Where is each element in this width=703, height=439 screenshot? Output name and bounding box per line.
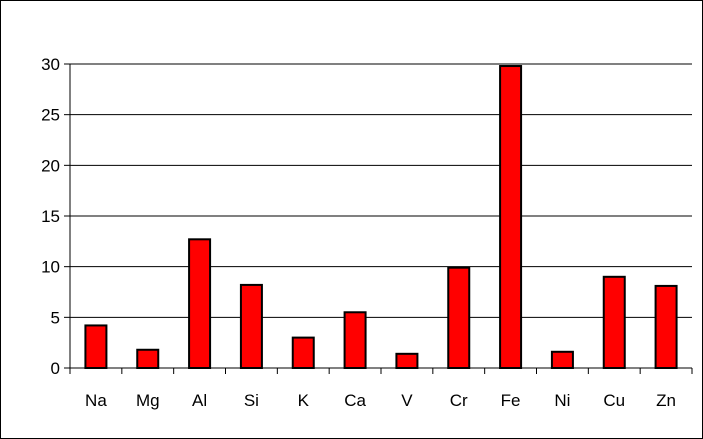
- bar-Cr: [447, 266, 471, 369]
- bar-Zn: [654, 284, 678, 370]
- bar-Si: [239, 283, 263, 370]
- x-tick-label-Cu: Cu: [603, 391, 625, 410]
- x-tick-label-Fe: Fe: [501, 391, 521, 410]
- bar-Al: [188, 238, 212, 369]
- x-tick-label-Al: Al: [192, 391, 207, 410]
- x-tick-labels: Na Mg Al Si K Ca V Cr Fe Ni Cu Zn: [85, 391, 676, 410]
- x-tick-label-Ni: Ni: [554, 391, 570, 410]
- bar-K: [291, 336, 315, 370]
- axes: [64, 63, 693, 374]
- bar-Cu: [602, 275, 626, 369]
- x-tick-label-Si: Si: [244, 391, 259, 410]
- y-tick-label: 20: [41, 156, 60, 175]
- x-tick-label-Cr: Cr: [450, 391, 468, 410]
- y-tick-label: 5: [51, 308, 60, 327]
- x-tick-label-Mg: Mg: [136, 391, 160, 410]
- bar-Fe: [499, 65, 523, 369]
- bar-Na: [84, 324, 108, 370]
- y-tick-label: 25: [41, 106, 60, 125]
- bars: [84, 65, 678, 370]
- x-tick-label-Na: Na: [85, 391, 107, 410]
- y-tick-label: 15: [41, 207, 60, 226]
- x-tick-label-K: K: [298, 391, 310, 410]
- bar-Ca: [343, 311, 367, 369]
- x-tick-label-Zn: Zn: [656, 391, 676, 410]
- grid-lines: [70, 63, 692, 318]
- bar-Mg: [136, 348, 160, 370]
- bar-Ni: [550, 350, 574, 369]
- bar-V: [395, 352, 419, 369]
- y-tick-label: 30: [41, 55, 60, 74]
- y-tick-labels: 0 5 10 15 20 25 30: [41, 55, 60, 378]
- x-tick-label-V: V: [401, 391, 413, 410]
- x-tick-label-Ca: Ca: [344, 391, 366, 410]
- y-tick-label: 0: [51, 359, 60, 378]
- y-tick-label: 10: [41, 258, 60, 277]
